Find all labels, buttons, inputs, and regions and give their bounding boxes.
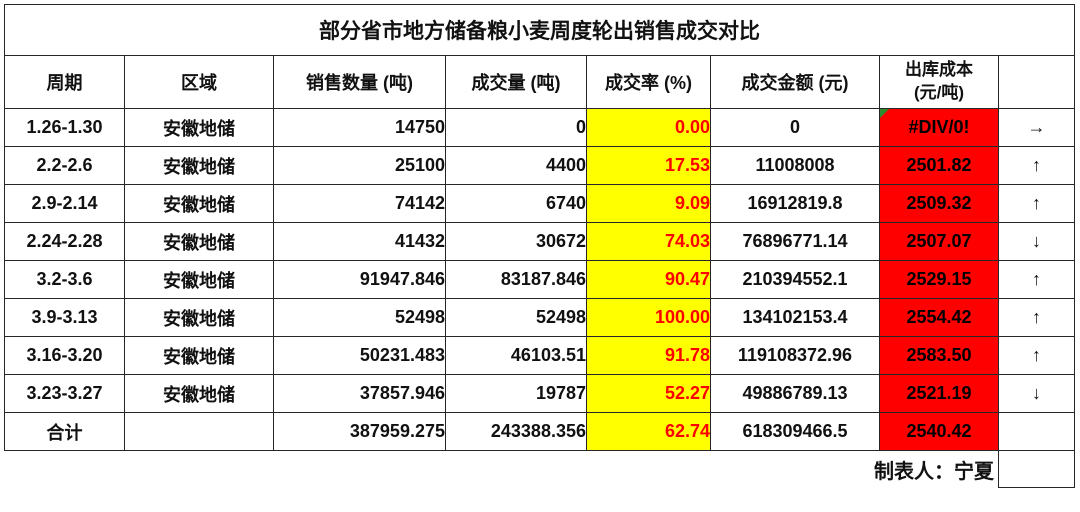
cell-rate: 90.47 bbox=[586, 260, 711, 299]
total-label: 合计 bbox=[4, 412, 125, 451]
cell-sales-qty: 37857.946 bbox=[273, 374, 446, 413]
total-rate: 62.74 bbox=[586, 412, 711, 451]
cell-region: 安徽地储 bbox=[124, 146, 274, 185]
cell-volume: 46103.51 bbox=[445, 336, 587, 375]
cell-region: 安徽地储 bbox=[124, 184, 274, 223]
page-title: 部分省市地方储备粮小麦周度轮出销售成交对比 bbox=[4, 4, 1075, 56]
cell-rate: 0.00 bbox=[586, 108, 711, 147]
table-row: 1.26-1.30 安徽地储 14750 0 0.00 0 #DIV/0! → bbox=[4, 108, 1075, 147]
trend-up-arrow-icon: ↑ bbox=[998, 260, 1075, 299]
cell-sales-qty: 91947.846 bbox=[273, 260, 446, 299]
cell-period: 2.2-2.6 bbox=[4, 146, 125, 185]
trend-up-arrow-icon: ↑ bbox=[998, 336, 1075, 375]
total-amount: 618309466.5 bbox=[710, 412, 880, 451]
cell-region: 安徽地储 bbox=[124, 336, 274, 375]
cell-period: 3.16-3.20 bbox=[4, 336, 125, 375]
cell-period: 1.26-1.30 bbox=[4, 108, 125, 147]
table-row: 3.9-3.13 安徽地储 52498 52498 100.00 1341021… bbox=[4, 298, 1075, 337]
data-table: 部分省市地方储备粮小麦周度轮出销售成交对比 周期 区域 销售数量 (吨) 成交量… bbox=[4, 4, 1075, 488]
cell-amount: 76896771.14 bbox=[710, 222, 880, 261]
cell-region: 安徽地储 bbox=[124, 260, 274, 299]
cell-volume: 83187.846 bbox=[445, 260, 587, 299]
table-row: 3.16-3.20 安徽地储 50231.483 46103.51 91.78 … bbox=[4, 336, 1075, 375]
cell-volume: 4400 bbox=[445, 146, 587, 185]
total-volume: 243388.356 bbox=[445, 412, 587, 451]
table-row: 2.24-2.28 安徽地储 41432 30672 74.03 7689677… bbox=[4, 222, 1075, 261]
cell-rate: 100.00 bbox=[586, 298, 711, 337]
cell-sales-qty: 50231.483 bbox=[273, 336, 446, 375]
col-header-region: 区域 bbox=[124, 55, 274, 109]
cell-volume: 52498 bbox=[445, 298, 587, 337]
col-header-period: 周期 bbox=[4, 55, 125, 109]
cell-sales-qty: 74142 bbox=[273, 184, 446, 223]
cell-period: 3.2-3.6 bbox=[4, 260, 125, 299]
trend-up-arrow-icon: ↑ bbox=[998, 184, 1075, 223]
title-row: 部分省市地方储备粮小麦周度轮出销售成交对比 bbox=[4, 4, 1075, 56]
cell-rate: 17.53 bbox=[586, 146, 711, 185]
cell-sales-qty: 14750 bbox=[273, 108, 446, 147]
cell-period: 2.24-2.28 bbox=[4, 222, 125, 261]
col-header-volume: 成交量 (吨) bbox=[445, 55, 587, 109]
cell-period: 3.9-3.13 bbox=[4, 298, 125, 337]
cell-rate: 9.09 bbox=[586, 184, 711, 223]
cell-region: 安徽地储 bbox=[124, 298, 274, 337]
cell-rate: 52.27 bbox=[586, 374, 711, 413]
cell-cost: 2507.07 bbox=[879, 222, 999, 261]
col-header-amount: 成交金额 (元) bbox=[710, 55, 880, 109]
total-region bbox=[124, 412, 274, 451]
cell-volume: 30672 bbox=[445, 222, 587, 261]
header-row: 周期 区域 销售数量 (吨) 成交量 (吨) 成交率 (%) 成交金额 (元) … bbox=[4, 55, 1075, 109]
total-trend bbox=[998, 412, 1075, 451]
cell-cost: 2501.82 bbox=[879, 146, 999, 185]
footer-empty-cell bbox=[998, 450, 1075, 488]
cell-amount: 16912819.8 bbox=[710, 184, 880, 223]
trend-down-arrow-icon: ↓ bbox=[998, 374, 1075, 413]
cell-period: 3.23-3.27 bbox=[4, 374, 125, 413]
total-cost: 2540.42 bbox=[879, 412, 999, 451]
cell-rate: 74.03 bbox=[586, 222, 711, 261]
cell-rate: 91.78 bbox=[586, 336, 711, 375]
table-row: 3.23-3.27 安徽地储 37857.946 19787 52.27 498… bbox=[4, 374, 1075, 413]
trend-up-arrow-icon: ↑ bbox=[998, 298, 1075, 337]
total-row: 合计 387959.275 243388.356 62.74 618309466… bbox=[4, 412, 1075, 451]
cell-volume: 19787 bbox=[445, 374, 587, 413]
total-sales-qty: 387959.275 bbox=[273, 412, 446, 451]
table-row: 2.2-2.6 安徽地储 25100 4400 17.53 11008008 2… bbox=[4, 146, 1075, 185]
cell-amount: 11008008 bbox=[710, 146, 880, 185]
cell-region: 安徽地储 bbox=[124, 374, 274, 413]
cell-region: 安徽地储 bbox=[124, 222, 274, 261]
cell-amount: 134102153.4 bbox=[710, 298, 880, 337]
cell-region: 安徽地储 bbox=[124, 108, 274, 147]
table-row: 3.2-3.6 安徽地储 91947.846 83187.846 90.47 2… bbox=[4, 260, 1075, 299]
table-row: 2.9-2.14 安徽地储 74142 6740 9.09 16912819.8… bbox=[4, 184, 1075, 223]
cell-cost: 2521.19 bbox=[879, 374, 999, 413]
cell-amount: 210394552.1 bbox=[710, 260, 880, 299]
cell-amount: 119108372.96 bbox=[710, 336, 880, 375]
col-header-cost: 出库成本 (元/吨) bbox=[879, 55, 999, 109]
cell-cost: 2554.42 bbox=[879, 298, 999, 337]
cell-period: 2.9-2.14 bbox=[4, 184, 125, 223]
cell-amount: 49886789.13 bbox=[710, 374, 880, 413]
cell-cost: 2529.15 bbox=[879, 260, 999, 299]
trend-up-arrow-icon: ↑ bbox=[998, 146, 1075, 185]
col-header-rate: 成交率 (%) bbox=[586, 55, 711, 109]
cell-volume: 0 bbox=[445, 108, 587, 147]
cell-volume: 6740 bbox=[445, 184, 587, 223]
col-header-trend bbox=[998, 55, 1075, 109]
col-header-sales-qty: 销售数量 (吨) bbox=[273, 55, 446, 109]
cell-sales-qty: 52498 bbox=[273, 298, 446, 337]
cell-amount: 0 bbox=[710, 108, 880, 147]
cell-sales-qty: 41432 bbox=[273, 222, 446, 261]
cell-cost: 2509.32 bbox=[879, 184, 999, 223]
footer-row: 制表人：宁夏 bbox=[5, 450, 1075, 488]
trend-right-arrow-icon: → bbox=[998, 108, 1075, 147]
cell-cost-div0-error: #DIV/0! bbox=[879, 108, 999, 147]
trend-down-arrow-icon: ↓ bbox=[998, 222, 1075, 261]
creator-label: 制表人：宁夏 bbox=[874, 460, 994, 483]
cell-sales-qty: 25100 bbox=[273, 146, 446, 185]
cell-cost: 2583.50 bbox=[879, 336, 999, 375]
